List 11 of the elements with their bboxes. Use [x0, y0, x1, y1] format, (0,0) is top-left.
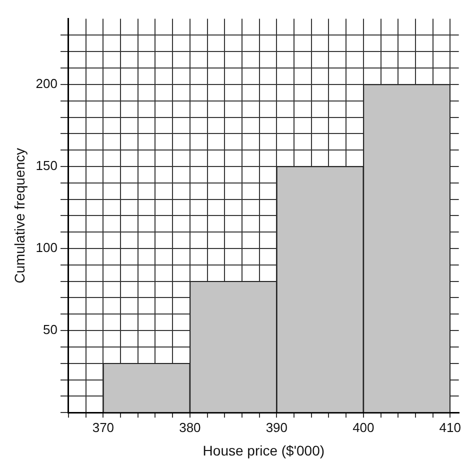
y-tick-label: 150	[36, 158, 58, 174]
x-tick-label: 410	[439, 420, 462, 435]
x-tick-label: 380	[179, 420, 201, 435]
x-axis-title: House price ($'000)	[202, 442, 325, 458]
y-tick-label: 50	[43, 322, 58, 338]
x-tick-label: 400	[352, 420, 374, 435]
y-tick-label: 200	[36, 76, 58, 92]
x-tick-label: 390	[266, 420, 288, 435]
y-tick-label: 100	[36, 240, 58, 256]
x-tick-label: 370	[92, 420, 114, 435]
y-axis-title: Cumulative frequency	[11, 148, 28, 284]
